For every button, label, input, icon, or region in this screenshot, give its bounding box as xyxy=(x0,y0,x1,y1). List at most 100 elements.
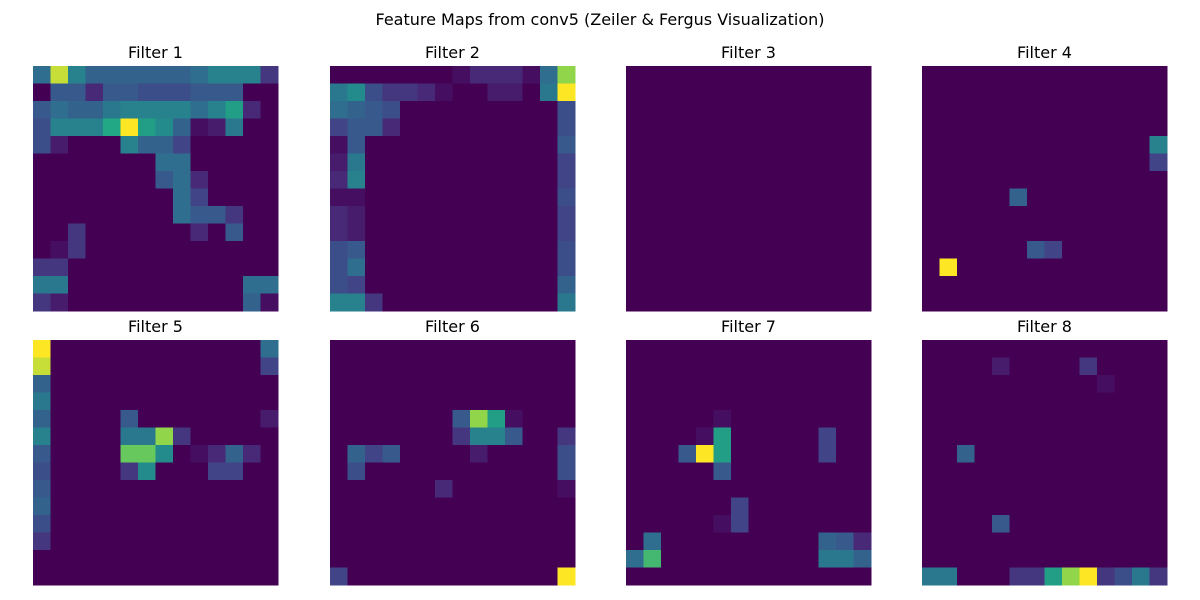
heatmap-cell xyxy=(243,550,261,568)
heatmap-cell xyxy=(505,258,523,277)
heatmap-cell xyxy=(522,532,541,551)
heatmap-cell xyxy=(1009,462,1028,481)
heatmap-cell xyxy=(33,118,51,137)
panel-title: Filter 5 xyxy=(128,317,183,336)
heatmap-cell xyxy=(435,136,453,154)
heatmap-cell xyxy=(243,410,261,428)
heatmap-cell xyxy=(505,375,523,393)
heatmap-cell xyxy=(103,118,121,137)
heatmap-cell xyxy=(939,550,958,568)
heatmap-cell xyxy=(243,66,261,84)
heatmap-cell xyxy=(173,515,191,533)
heatmap-cell xyxy=(748,276,767,294)
heatmap-cell xyxy=(120,445,139,463)
heatmap-cell xyxy=(540,101,558,119)
heatmap-cell xyxy=(957,427,975,446)
heatmap-cell xyxy=(190,480,209,498)
heatmap-cell xyxy=(435,497,453,516)
heatmap-cell xyxy=(557,101,576,119)
heatmap-cell xyxy=(225,410,244,428)
heatmap-cell xyxy=(626,101,644,119)
heatmap-cell xyxy=(678,497,697,516)
heatmap-cell xyxy=(208,497,226,516)
heatmap-cell xyxy=(400,276,418,294)
heatmap-cell xyxy=(992,66,1010,84)
heatmap-cell xyxy=(400,223,418,242)
heatmap-cell xyxy=(400,445,418,463)
heatmap-cell xyxy=(103,462,121,481)
heatmap-cell xyxy=(1009,136,1028,154)
heatmap-cell xyxy=(713,206,732,224)
heatmap-cell xyxy=(939,188,958,207)
heatmap-cell xyxy=(801,293,819,312)
heatmap-cell xyxy=(400,357,418,376)
heatmap-cell xyxy=(155,550,174,568)
heatmap-cell xyxy=(452,241,471,259)
heatmap-cell xyxy=(853,480,872,498)
heatmap-cell xyxy=(173,83,191,102)
heatmap-cell xyxy=(417,375,436,393)
heatmap-cell xyxy=(505,241,523,259)
heatmap-cell xyxy=(470,392,488,411)
heatmap-cell xyxy=(1114,223,1133,242)
heatmap-cell xyxy=(470,462,488,481)
heatmap-cell xyxy=(452,340,471,358)
heatmap-cell xyxy=(853,223,872,242)
heatmap-cell xyxy=(731,293,749,312)
heatmap-cell xyxy=(1079,567,1098,586)
heatmap-cell xyxy=(801,276,819,294)
heatmap-cell xyxy=(382,136,401,154)
heatmap-cell xyxy=(696,293,714,312)
heatmap-cell xyxy=(731,480,749,498)
heatmap-cell xyxy=(1132,136,1150,154)
heatmap-cell xyxy=(643,427,662,446)
heatmap-cell xyxy=(225,427,244,446)
heatmap-cell xyxy=(748,375,767,393)
heatmap-cell xyxy=(138,532,156,551)
heatmap-cell xyxy=(487,66,506,84)
heatmap-cell xyxy=(1149,550,1168,568)
heatmap-cell xyxy=(1044,188,1063,207)
heatmap-cell xyxy=(330,101,348,119)
heatmap-cell xyxy=(731,171,749,189)
heatmap-cell xyxy=(243,532,261,551)
heatmap-cell xyxy=(1062,66,1080,84)
heatmap-cell xyxy=(173,480,191,498)
heatmap-cell xyxy=(957,445,975,463)
heatmap-cell xyxy=(974,567,993,586)
heatmap-cell xyxy=(400,392,418,411)
heatmap-cell xyxy=(347,550,366,568)
heatmap-cell xyxy=(103,357,121,376)
heatmap-cell xyxy=(1149,375,1168,393)
heatmap-cell xyxy=(957,515,975,533)
heatmap-cell xyxy=(836,188,854,207)
heatmap-cell xyxy=(801,83,819,102)
heatmap-cell xyxy=(557,515,576,533)
heatmap-cell xyxy=(696,118,714,137)
heatmap-cell xyxy=(138,206,156,224)
heatmap-cell xyxy=(138,258,156,277)
heatmap-cell xyxy=(783,118,802,137)
heatmap-cell xyxy=(417,136,436,154)
heatmap-cell xyxy=(470,515,488,533)
heatmap-cell xyxy=(330,223,348,242)
heatmap-cell xyxy=(452,83,471,102)
heatmap-cell xyxy=(818,276,837,294)
heatmap-cell xyxy=(801,567,819,586)
heatmap-cell xyxy=(853,83,872,102)
heatmap-cell xyxy=(661,550,679,568)
heatmap-cell xyxy=(225,206,244,224)
heatmap-cell xyxy=(748,171,767,189)
heatmap-cell xyxy=(173,375,191,393)
heatmap-cell xyxy=(522,136,541,154)
heatmap-cell xyxy=(783,532,802,551)
heatmap-cell xyxy=(974,206,993,224)
heatmap-cell xyxy=(120,153,139,172)
heatmap-cell xyxy=(836,375,854,393)
heatmap-cell xyxy=(957,136,975,154)
heatmap-cell xyxy=(400,136,418,154)
heatmap-cell xyxy=(783,66,802,84)
heatmap-cell xyxy=(678,223,697,242)
heatmap-cell xyxy=(853,340,872,358)
heatmap-cell xyxy=(1044,83,1063,102)
